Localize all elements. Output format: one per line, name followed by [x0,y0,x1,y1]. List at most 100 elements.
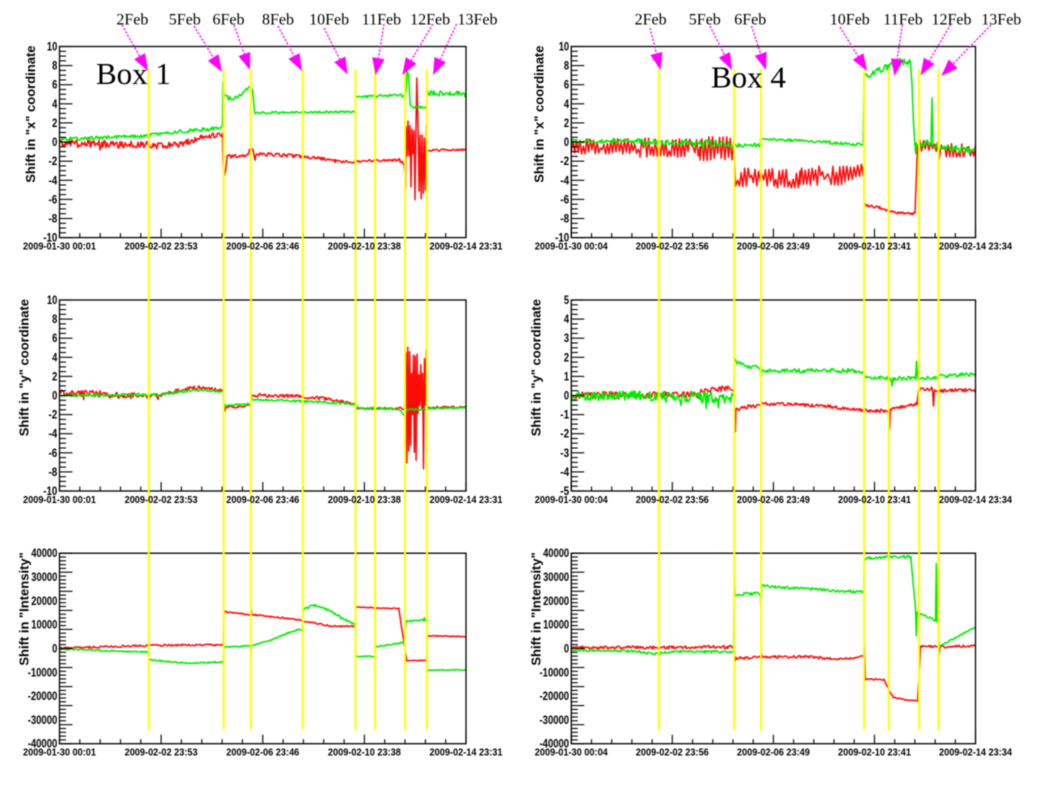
svg-text:12Feb: 12Feb [410,12,450,29]
svg-text:10: 10 [559,42,569,54]
svg-text:2009-02-10 23:38: 2009-02-10 23:38 [328,242,401,253]
svg-text:Shift in "x" coordinate: Shift in "x" coordinate [23,46,38,183]
svg-text:2009-02-06 23:49: 2009-02-06 23:49 [737,495,810,506]
svg-text:0: 0 [564,391,569,403]
svg-text:2009-02-14 23:34: 2009-02-14 23:34 [939,242,1012,253]
svg-text:-3: -3 [560,448,569,460]
svg-text:8: 8 [52,61,58,73]
svg-text:10Feb: 10Feb [309,12,349,29]
svg-text:-8: -8 [49,467,58,479]
svg-text:Shift in "Intensity": Shift in "Intensity" [17,552,32,665]
svg-text:Shift in "x" coordinate: Shift in "x" coordinate [531,46,546,183]
svg-text:4: 4 [52,352,58,364]
svg-text:40000: 40000 [543,548,569,560]
svg-text:2009-02-06 23:46: 2009-02-06 23:46 [226,242,299,253]
svg-text:2009-02-14 23:31: 2009-02-14 23:31 [430,242,503,253]
svg-text:-1: -1 [560,410,569,422]
svg-text:2: 2 [564,352,569,364]
svg-text:0: 0 [52,391,57,403]
svg-text:2009-02-02 23:53: 2009-02-02 23:53 [125,748,198,759]
svg-text:5Feb: 5Feb [169,12,201,29]
svg-text:4: 4 [52,99,58,111]
svg-text:-40000: -40000 [540,739,570,751]
svg-text:10000: 10000 [543,620,569,632]
svg-text:2009-02-14 23:34: 2009-02-14 23:34 [939,495,1012,506]
svg-text:3: 3 [564,333,569,345]
svg-text:-2: -2 [49,410,58,422]
svg-text:2009-02-10 23:38: 2009-02-10 23:38 [328,748,401,759]
svg-text:30000: 30000 [543,572,569,584]
svg-text:-20000: -20000 [540,691,570,703]
svg-text:-4: -4 [49,429,58,441]
svg-text:-6: -6 [49,448,58,460]
svg-text:40000: 40000 [31,548,57,560]
svg-text:2009-01-30 00:04: 2009-01-30 00:04 [535,495,608,506]
svg-text:8: 8 [52,314,58,326]
svg-text:2009-02-06 23:46: 2009-02-06 23:46 [226,495,299,506]
svg-text:10000: 10000 [31,620,57,632]
svg-text:-10: -10 [43,233,57,245]
svg-text:Shift in "y" coordinate: Shift in "y" coordinate [528,299,543,436]
svg-text:2009-01-30 00:04: 2009-01-30 00:04 [535,242,608,253]
svg-text:2009-02-10 23:41: 2009-02-10 23:41 [838,748,911,759]
svg-text:-30000: -30000 [28,715,58,727]
svg-text:6Feb: 6Feb [213,12,245,29]
svg-text:2: 2 [564,118,569,130]
svg-text:0: 0 [52,137,57,149]
svg-text:5Feb: 5Feb [689,12,721,29]
svg-text:2: 2 [52,118,57,130]
svg-text:6: 6 [52,333,57,345]
svg-text:-2: -2 [560,429,569,441]
svg-text:2009-02-10 23:41: 2009-02-10 23:41 [838,495,911,506]
svg-text:-10000: -10000 [540,667,570,679]
svg-text:2009-02-14 23:31: 2009-02-14 23:31 [430,495,503,506]
svg-text:20000: 20000 [543,596,569,608]
svg-text:0: 0 [52,644,57,656]
svg-text:1: 1 [564,371,570,383]
svg-text:-6: -6 [49,194,58,206]
svg-text:5: 5 [564,295,570,307]
svg-text:2009-02-02 23:56: 2009-02-02 23:56 [636,495,709,506]
svg-text:2009-02-02 23:53: 2009-02-02 23:53 [125,495,198,506]
svg-text:2009-02-02 23:56: 2009-02-02 23:56 [636,748,709,759]
svg-text:-10: -10 [43,486,57,498]
svg-text:10: 10 [47,42,57,54]
svg-text:2009-02-02 23:56: 2009-02-02 23:56 [636,242,709,253]
svg-text:-8: -8 [49,214,58,226]
svg-text:2009-02-06 23:46: 2009-02-06 23:46 [226,748,299,759]
svg-text:-30000: -30000 [540,715,570,727]
svg-text:2Feb: 2Feb [116,12,148,29]
svg-text:-10: -10 [555,233,569,245]
svg-text:4: 4 [564,314,570,326]
svg-text:2009-02-14 23:34: 2009-02-14 23:34 [939,748,1012,759]
svg-text:6Feb: 6Feb [734,12,766,29]
svg-text:11Feb: 11Feb [362,12,401,29]
svg-text:2009-01-30 00:01: 2009-01-30 00:01 [23,495,96,506]
svg-text:2009-02-06 23:49: 2009-02-06 23:49 [737,748,810,759]
svg-text:2009-02-02 23:53: 2009-02-02 23:53 [125,242,198,253]
svg-text:-40000: -40000 [28,739,58,751]
svg-text:2: 2 [52,371,57,383]
svg-text:2Feb: 2Feb [635,12,667,29]
svg-text:-2: -2 [560,156,569,168]
svg-text:6: 6 [564,80,569,92]
svg-text:2009-02-10 23:38: 2009-02-10 23:38 [328,495,401,506]
svg-text:12Feb: 12Feb [932,12,972,29]
svg-text:10Feb: 10Feb [830,12,870,29]
svg-text:2009-01-30 00:01: 2009-01-30 00:01 [23,748,96,759]
svg-text:4: 4 [564,99,570,111]
svg-text:13Feb: 13Feb [458,12,498,29]
svg-text:6: 6 [52,80,57,92]
svg-text:Shift in "Intensity": Shift in "Intensity" [528,552,543,665]
svg-text:13Feb: 13Feb [981,12,1021,29]
svg-text:30000: 30000 [31,572,57,584]
svg-text:10: 10 [47,295,57,307]
svg-text:-4: -4 [560,175,569,187]
svg-text:8Feb: 8Feb [262,12,294,29]
svg-text:20000: 20000 [31,596,57,608]
svg-text:-20000: -20000 [28,691,58,703]
svg-text:2009-02-14 23:31: 2009-02-14 23:31 [430,748,503,759]
svg-text:0: 0 [564,137,569,149]
svg-text:0: 0 [564,644,569,656]
svg-text:2009-02-06 23:49: 2009-02-06 23:49 [737,242,810,253]
